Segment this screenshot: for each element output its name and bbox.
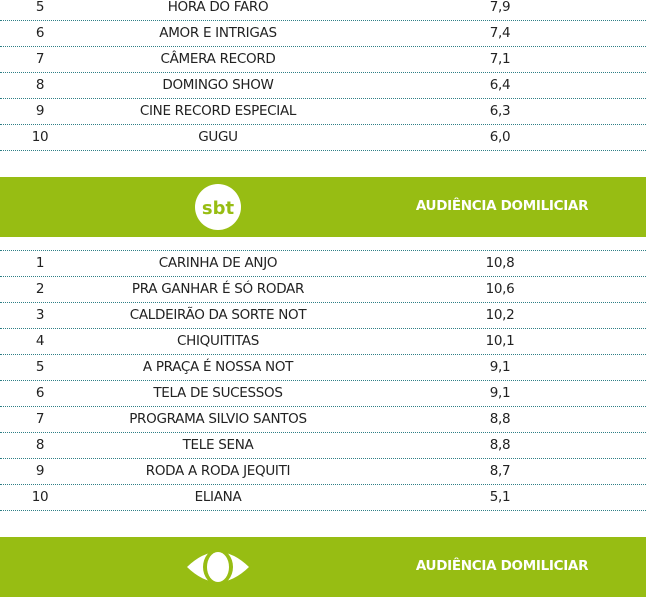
audience-value-cell: 9,1 <box>489 385 511 401</box>
audience-value-cell: 7,4 <box>489 25 511 41</box>
rank-cell: 1 <box>35 255 45 271</box>
program-cell: GUGU <box>198 129 238 145</box>
program-cell: ELIANA <box>194 489 242 505</box>
rank-cell: 7 <box>35 411 45 427</box>
audience-value-cell: 10,2 <box>485 307 515 323</box>
band-header: AUDIÊNCIA DOMILICIAR <box>0 537 646 597</box>
program-cell: PROGRAMA SILVIO SANTOS <box>129 411 307 427</box>
rank-cell: 10 <box>31 489 49 505</box>
audience-value-cell: 10,1 <box>485 333 515 349</box>
svg-text:sbt: sbt <box>202 198 235 219</box>
rank-cell: 10 <box>31 129 49 145</box>
table-row: 1 CARINHA DE ANJO 10,8 <box>0 251 646 277</box>
program-cell: CALDEIRÃO DA SORTE NOT <box>129 307 307 323</box>
table-row: 10 GUGU 6,0 <box>0 125 646 151</box>
rank-cell: 8 <box>35 437 45 453</box>
audience-value-cell: 7,9 <box>489 0 511 15</box>
program-cell: AMOR E INTRIGAS <box>159 25 277 41</box>
program-cell: TELE SENA <box>182 437 254 453</box>
audience-value-cell: 6,3 <box>489 103 511 119</box>
audience-value-cell: 10,8 <box>485 255 515 271</box>
audience-value-cell: 5,1 <box>489 489 511 505</box>
rank-cell: 9 <box>35 103 45 119</box>
sbt-table: 1 CARINHA DE ANJO 10,8 2 PRA GANHAR É SÓ ROD… <box>0 250 646 511</box>
sbt-logo-icon: sbt <box>195 184 241 230</box>
table-row: 5 HORA DO FARO 7,9 <box>0 0 646 21</box>
rank-cell: 2 <box>35 281 45 297</box>
table-row: 3 CALDEIRÃO DA SORTE NOT 10,2 <box>0 303 646 329</box>
table-row: 9 CINE RECORD ESPECIAL 6,3 <box>0 99 646 125</box>
rank-cell: 5 <box>35 359 45 375</box>
rank-cell: 6 <box>35 25 45 41</box>
column-header-audience: AUDIÊNCIA DOMILICIAR <box>415 558 589 574</box>
audience-value-cell: 6,0 <box>489 129 511 145</box>
table-row: 8 TELE SENA 8,8 <box>0 433 646 459</box>
table-row: 5 A PRAÇA É NOSSA NOT 9,1 <box>0 355 646 381</box>
program-cell: CARINHA DE ANJO <box>158 255 278 271</box>
band-eye-logo-icon <box>187 549 249 585</box>
audience-value-cell: 9,1 <box>489 359 511 375</box>
table-row: 2 PRA GANHAR É SÓ RODAR 10,6 <box>0 277 646 303</box>
program-cell: CINE RECORD ESPECIAL <box>139 103 297 119</box>
program-cell: DOMINGO SHOW <box>162 77 274 93</box>
audience-value-cell: 8,8 <box>489 411 511 427</box>
program-cell: CHIQUITITAS <box>177 333 259 349</box>
program-cell: HORA DO FARO <box>167 0 269 15</box>
program-cell: CÂMERA RECORD <box>160 51 276 67</box>
program-cell: PRA GANHAR É SÓ RODAR <box>131 281 305 297</box>
table-row: 4 CHIQUITITAS 10,1 <box>0 329 646 355</box>
column-header-audience: AUDIÊNCIA DOMILICIAR <box>415 198 589 214</box>
table-row: 9 RODA A RODA JEQUITI 8,7 <box>0 459 646 485</box>
table-row: 10 ELIANA 5,1 <box>0 485 646 511</box>
program-cell: A PRAÇA É NOSSA NOT <box>142 359 294 375</box>
table-row: 8 DOMINGO SHOW 6,4 <box>0 73 646 99</box>
rank-cell: 7 <box>35 51 45 67</box>
rank-cell: 4 <box>35 333 45 349</box>
audience-value-cell: 7,1 <box>489 51 511 67</box>
record-table: 5 HORA DO FARO 7,9 6 AMOR E INTRIGAS 7,4 7 CÂME… <box>0 0 646 151</box>
table-row: 6 TELA DE SUCESSOS 9,1 <box>0 381 646 407</box>
table-row: 6 AMOR E INTRIGAS 7,4 <box>0 21 646 47</box>
rank-cell: 3 <box>35 307 45 323</box>
audience-value-cell: 6,4 <box>489 77 511 93</box>
rank-cell: 5 <box>35 0 45 15</box>
audience-value-cell: 10,6 <box>485 281 515 297</box>
program-cell: TELA DE SUCESSOS <box>153 385 283 401</box>
audience-value-cell: 8,7 <box>489 463 511 479</box>
program-cell: RODA A RODA JEQUITI <box>145 463 291 479</box>
rank-cell: 9 <box>35 463 45 479</box>
rank-cell: 8 <box>35 77 45 93</box>
rank-cell: 6 <box>35 385 45 401</box>
sbt-header: sbt AUDIÊNCIA DOMILICIAR <box>0 177 646 237</box>
audience-value-cell: 8,8 <box>489 437 511 453</box>
table-row: 7 CÂMERA RECORD 7,1 <box>0 47 646 73</box>
table-row: 7 PROGRAMA SILVIO SANTOS 8,8 <box>0 407 646 433</box>
